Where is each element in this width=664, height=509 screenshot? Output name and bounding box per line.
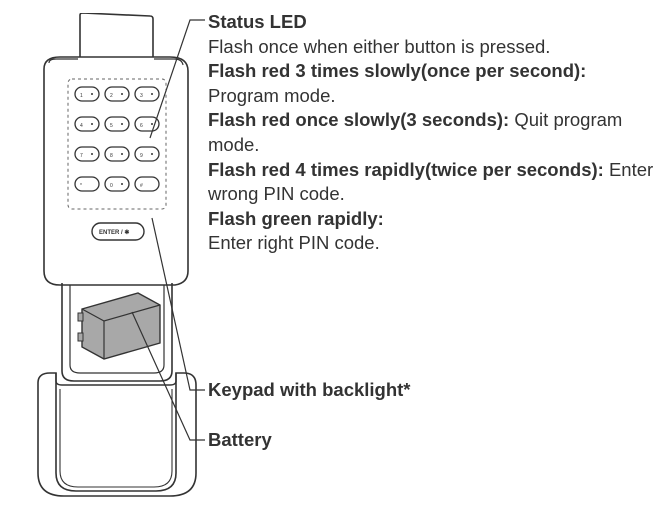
keypad-heading: Keypad with backlight* — [208, 378, 658, 403]
sliding-cover — [38, 373, 196, 496]
status-led-line4-bold: Flash red 4 times rapidly(twice per seco… — [208, 159, 604, 180]
key-8: 8 — [110, 153, 113, 159]
status-led-line5-plain: Enter right PIN code. — [208, 232, 380, 253]
callout-status-led: Status LED Flash once when either button… — [208, 10, 658, 256]
device-illustration: 1 2 3 4 5 6 7 8 — [20, 13, 200, 498]
key-7: 7 — [80, 153, 83, 159]
status-led-heading: Status LED — [208, 10, 658, 35]
key-9: 9 — [140, 153, 143, 159]
key-6: 6 — [140, 123, 143, 129]
status-led-line2-plain: Program mode. — [208, 85, 336, 106]
status-led-line1: Flash once when either button is pressed… — [208, 36, 550, 57]
status-led-line5-bold: Flash green rapidly: — [208, 208, 384, 229]
key-star: * — [80, 183, 82, 189]
key-1: 1 — [80, 93, 83, 99]
key-0: 0 — [110, 183, 113, 189]
status-led-line3-bold: Flash red once slowly(3 seconds): — [208, 109, 509, 130]
battery-heading: Battery — [208, 428, 658, 453]
status-led-line2-bold: Flash red 3 times slowly(once per second… — [208, 60, 586, 81]
key-2: 2 — [110, 93, 113, 99]
callout-keypad: Keypad with backlight* — [208, 378, 658, 403]
key-3: 3 — [140, 93, 143, 99]
key-5: 5 — [110, 123, 113, 129]
battery — [78, 293, 160, 359]
key-4: 4 — [80, 123, 83, 129]
callout-battery: Battery — [208, 428, 658, 453]
svg-text:ENTER / ✱: ENTER / ✱ — [99, 229, 129, 236]
key-hash: # — [140, 183, 143, 189]
